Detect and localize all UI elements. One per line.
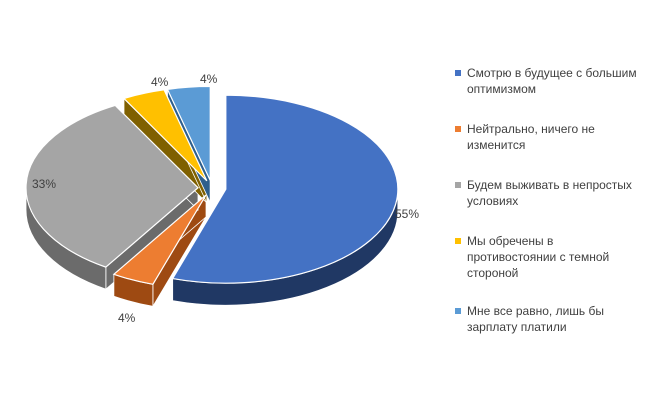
- data-label: 55%: [395, 207, 419, 221]
- legend-item: Нейтрально, ничего не изменится: [455, 121, 645, 153]
- legend-swatch: [455, 126, 461, 132]
- pie-slice: [112, 194, 207, 285]
- legend-item: Будем выживать в непростых условиях: [455, 177, 645, 209]
- legend-label: Мне все равно, лишь бы зарплату платили: [467, 304, 604, 334]
- data-label: 4%: [200, 72, 218, 86]
- pie-slice: [171, 94, 399, 284]
- legend-item: Мне все равно, лишь бы зарплату платили: [455, 303, 645, 335]
- legend-swatch: [455, 238, 461, 244]
- legend-label: Будем выживать в непростых условиях: [467, 178, 632, 208]
- legend-item: Мы обречены в противостоянии с темной ст…: [455, 233, 645, 281]
- legend-swatch: [455, 182, 461, 188]
- legend: Смотрю в будущее с большим оптимизмом Не…: [455, 65, 645, 359]
- pie-slice: [166, 85, 211, 181]
- pie-slice: [122, 89, 208, 182]
- legend-item: Смотрю в будущее с большим оптимизмом: [455, 65, 645, 97]
- legend-swatch: [455, 70, 461, 76]
- legend-swatch: [455, 308, 461, 314]
- legend-label: Нейтрально, ничего не изменится: [467, 122, 595, 152]
- data-label: 4%: [151, 75, 169, 89]
- data-label: 33%: [32, 177, 56, 191]
- legend-label: Смотрю в будущее с большим оптимизмом: [467, 66, 637, 96]
- pie-slice: [25, 104, 199, 268]
- legend-label: Мы обречены в противостоянии с темной ст…: [467, 234, 610, 280]
- data-label: 4%: [118, 311, 136, 325]
